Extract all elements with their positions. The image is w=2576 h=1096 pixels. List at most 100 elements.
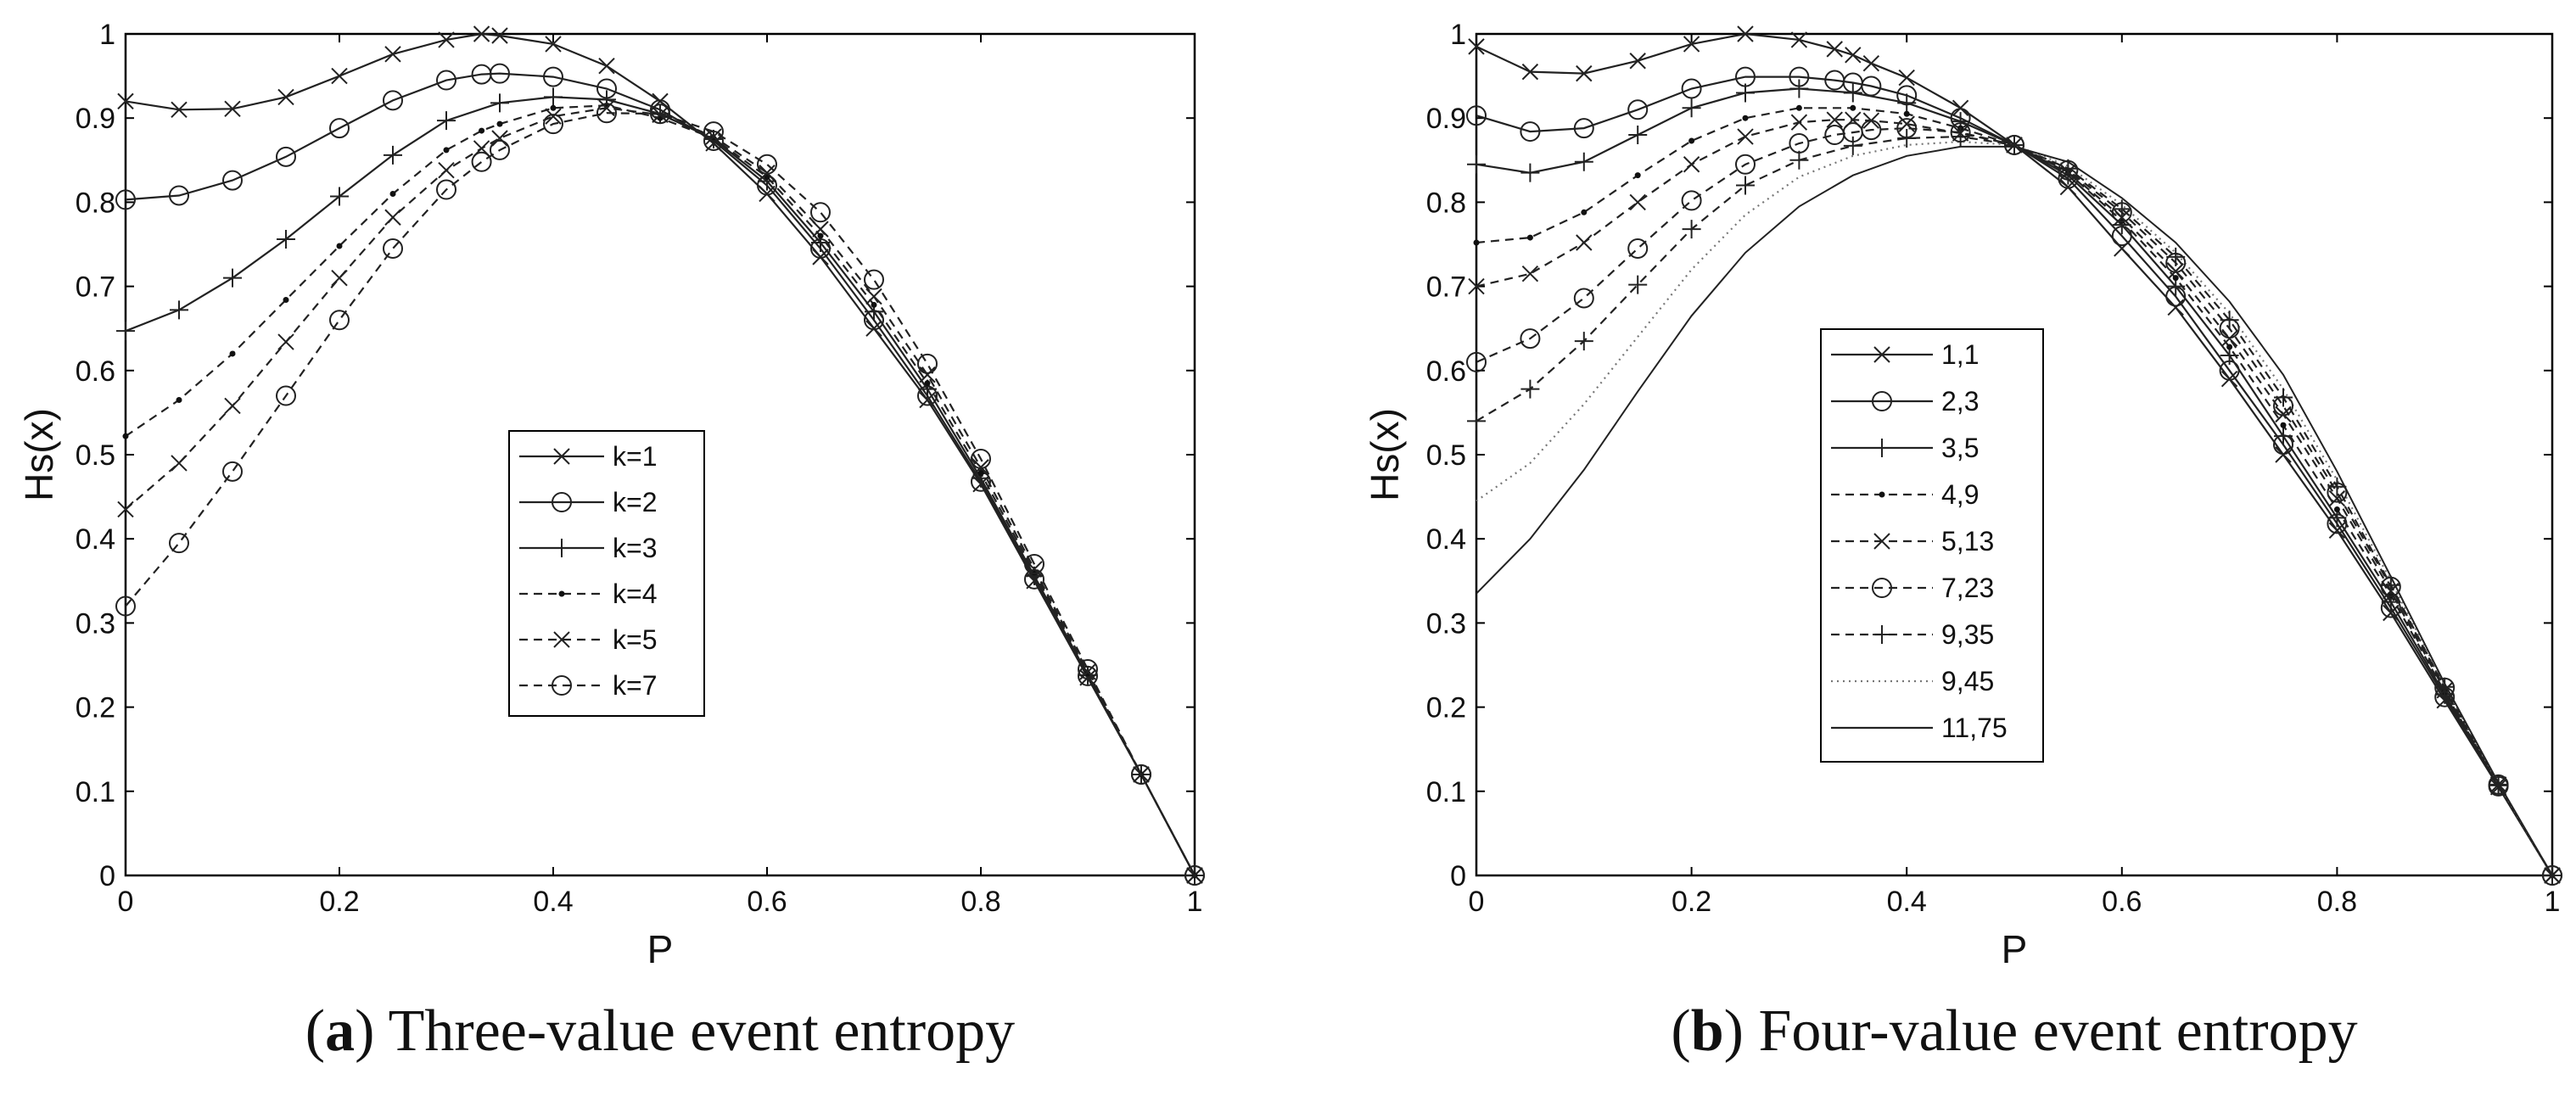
legend-entry: 9,45	[1831, 666, 1994, 696]
marker-dot	[817, 232, 824, 239]
marker-x	[1862, 55, 1880, 72]
marker-plus	[2274, 427, 2293, 446]
marker-plus	[2381, 575, 2400, 595]
marker-x	[2167, 263, 2184, 280]
marker-x	[1576, 234, 1593, 251]
marker-x	[1826, 111, 1843, 128]
x-tick-label: 0	[118, 886, 134, 918]
marker-x	[171, 101, 188, 118]
y-tick-label: 1	[1450, 19, 1466, 51]
marker-x	[1898, 115, 1915, 132]
marker-dot	[1879, 491, 1885, 498]
caption-text: Four-value event entropy	[1758, 998, 2357, 1064]
marker-circle	[276, 146, 296, 167]
y-tick-label: 0	[1450, 860, 1466, 892]
marker-dot	[496, 120, 503, 127]
marker-plus	[1628, 126, 1648, 145]
marker-dot	[479, 127, 485, 134]
marker-x	[277, 88, 294, 106]
x-tick-label: 0.4	[1887, 886, 1927, 918]
marker-dot	[1850, 104, 1856, 111]
marker-circle	[490, 63, 510, 84]
marker-circle	[650, 103, 670, 125]
marker-dot	[2280, 422, 2287, 428]
y-tick-label: 0.9	[1426, 103, 1466, 135]
marker-plus	[1520, 379, 1540, 399]
marker-plus	[277, 230, 295, 249]
marker-x	[1521, 266, 1539, 282]
legend-label: k=7	[613, 670, 657, 701]
marker-circle	[276, 385, 296, 406]
marker-plus	[223, 268, 242, 288]
marker-x	[598, 99, 615, 117]
series-markers-9-35	[1467, 127, 2562, 885]
marker-x	[384, 46, 401, 63]
legend-entry: k=4	[519, 579, 657, 609]
marker-x	[1026, 561, 1043, 578]
marker-x	[1683, 156, 1700, 173]
marker-circle	[864, 269, 884, 290]
marker-x	[972, 459, 989, 476]
marker-x	[117, 92, 134, 110]
marker-dot	[1581, 209, 1588, 215]
y-tick-label: 0.7	[1426, 271, 1466, 304]
marker-circle	[169, 533, 189, 554]
marker-plus	[2274, 388, 2293, 407]
marker-x	[1186, 867, 1203, 884]
marker-x	[171, 455, 188, 472]
marker-x	[1468, 277, 1485, 295]
legend-label: 4,9	[1941, 479, 1979, 510]
legend-label: k=1	[613, 441, 657, 472]
marker-circle	[1078, 658, 1098, 679]
marker-x	[1826, 41, 1843, 58]
marker-circle	[1627, 238, 1649, 259]
marker-x	[1845, 47, 1862, 64]
caption-text: Three-value event entropy	[389, 998, 1016, 1064]
legend-entry: 11,75	[1831, 713, 2008, 743]
legend-label: k=2	[613, 487, 657, 517]
marker-x	[652, 106, 669, 123]
marker-x	[2383, 604, 2400, 622]
series-line-k-1	[125, 32, 1196, 876]
marker-dot	[122, 433, 129, 439]
marker-dot	[443, 147, 450, 154]
marker-dot	[977, 470, 984, 477]
legend-entry: 7,23	[1831, 573, 1994, 603]
x-tick-label: 1	[2545, 886, 2561, 918]
legend-entry: 5,13	[1831, 526, 1994, 556]
marker-x	[865, 288, 882, 305]
series-line-k-7	[125, 112, 1196, 876]
legend-entry: 1,1	[1831, 339, 1979, 370]
marker-x	[1629, 193, 1646, 211]
series-line-7-23	[1476, 126, 2553, 876]
x-tick-label: 0.8	[960, 886, 1000, 918]
chart-panel-a: 0 0.2 0.4 0.6 0.8 1 0 0.1 0.2 0.3 0.4 0.5 0.6 0.7 0.8 0…	[17, 19, 1205, 1064]
marker-circle	[757, 154, 777, 175]
marker-plus	[544, 87, 563, 107]
marker-circle	[115, 189, 136, 210]
caption: (b) Four-value event entropy	[1671, 998, 2357, 1064]
legend-label: 3,5	[1941, 433, 1979, 463]
marker-x	[1898, 69, 1915, 87]
marker-dot	[1688, 137, 1695, 144]
marker-circle	[1573, 288, 1594, 309]
y-tick-label: 0.4	[1426, 523, 1466, 556]
marker-plus	[1789, 79, 1809, 98]
marker-dot	[710, 135, 717, 142]
y-tick-label: 0.2	[76, 692, 115, 724]
marker-plus	[384, 145, 402, 165]
marker-x	[117, 500, 134, 518]
marker-plus	[2166, 247, 2186, 266]
legend-label: k=3	[613, 533, 657, 563]
marker-x	[865, 320, 882, 337]
marker-x	[1683, 36, 1700, 53]
legend: k=1 k=2 k=3 k=4 k=5 k=7	[508, 430, 705, 717]
legend-label: 11,75	[1941, 713, 2008, 743]
marker-circle	[1735, 154, 1756, 175]
marker-plus	[330, 187, 349, 206]
axis-ticks: 0 0.2 0.4 0.6 0.8 1 0 0.1 0.2 0.3 0.4 0.5 0.6 0.7 0.8 0…	[1426, 19, 2561, 918]
marker-dot	[1903, 110, 1910, 117]
marker-circle	[552, 675, 572, 696]
y-tick-label: 0.1	[1426, 776, 1466, 808]
marker-plus	[1574, 152, 1593, 171]
